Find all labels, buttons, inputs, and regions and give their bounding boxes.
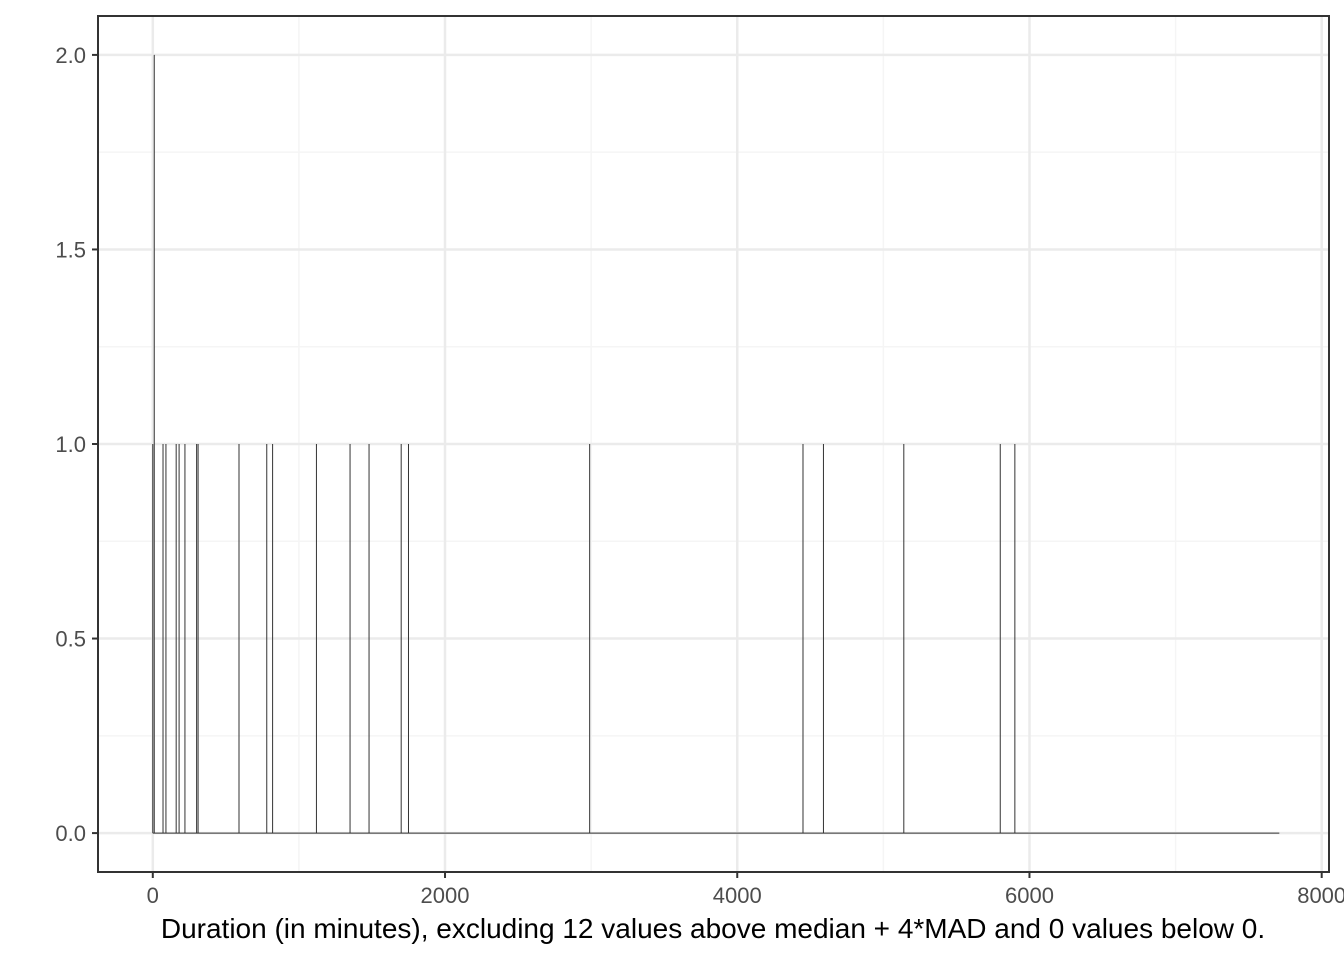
y-tick-label: 0.0: [55, 821, 86, 846]
x-axis: 0 2000 4000 6000 8000: [147, 872, 1344, 908]
x-tick-label: 6000: [1005, 883, 1054, 908]
y-tick-label: 1.0: [55, 432, 86, 457]
x-tick-label: 8000: [1297, 883, 1344, 908]
y-tick-label: 1.5: [55, 237, 86, 262]
y-tick-label: 2.0: [55, 43, 86, 68]
x-tick-label: 2000: [421, 883, 470, 908]
x-axis-title: Duration (in minutes), excluding 12 valu…: [161, 913, 1265, 944]
x-tick-label: 4000: [713, 883, 762, 908]
y-axis: 0.0 0.5 1.0 1.5 2.0: [55, 43, 98, 846]
y-tick-label: 0.5: [55, 627, 86, 652]
histogram-bars: [152, 54, 1280, 834]
x-tick-label: 0: [147, 883, 159, 908]
